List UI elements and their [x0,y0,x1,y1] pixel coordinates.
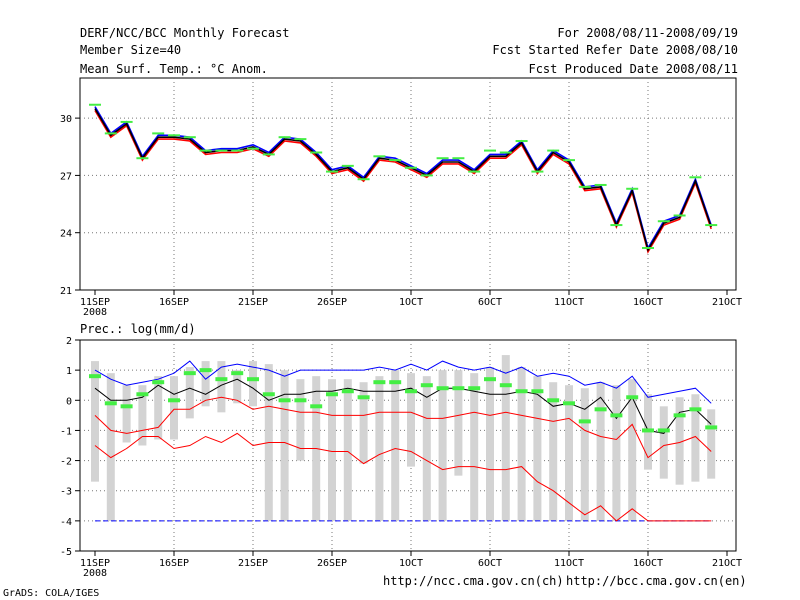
y-tick-label: 21 [60,286,72,297]
spread-bar [280,370,289,521]
x-tick-label: 21SEP [238,297,268,308]
spread-bar [217,361,226,413]
spread-bar [580,388,589,521]
x-tick-label: 6OCT [478,558,502,569]
grads-credit: GrADS: COLA/IGES [3,588,100,599]
spread-bar [328,379,336,521]
bcc-url[interactable]: http://bcc.cma.gov.cn(en) [566,574,747,588]
spread-bar [659,406,668,479]
y-tick-label: 24 [60,229,72,240]
ncc-url[interactable]: http://ncc.cma.gov.cn(ch) [383,574,564,588]
y-tick-label: -1 [60,426,72,437]
x-year-label: 2008 [83,568,107,579]
spread-bar [375,376,384,521]
x-tick-label: 26SEP [317,297,347,308]
x-tick-label: 11SEP [80,297,110,308]
spread-bar [106,373,115,521]
spread-bar [628,379,637,521]
temperature-panel: 11SEP 16SEP 21SEP 26SEP 1OCT 6OCT 11OCT 16OCT 21… [60,77,742,318]
spread-bar [612,385,621,521]
forecast-period: For 2008/08/11-2008/09/19 [557,26,738,40]
x-tick-label: 21SEP [238,558,268,569]
spread-bar [154,376,163,440]
member-size: Member Size=40 [80,43,182,57]
y-tick-label: -3 [60,487,72,498]
spread-bar [675,397,684,485]
x-year-label: 2008 [83,307,107,318]
temp-member-min-line [94,110,712,254]
spread-bar [233,370,242,404]
spread-bar [343,379,352,521]
spread-bar [296,379,305,461]
x-tick-label: 26SEP [317,558,347,569]
x-tick-label: 21OCT [712,297,742,308]
spread-bar [470,373,479,521]
x-tick-label: 16SEP [159,558,189,569]
precip-ensemble-mean-line [94,378,712,434]
spread-bar [549,382,558,521]
temp-member-max-line [94,106,712,251]
x-tick-label: 1OCT [399,558,423,569]
x-tick-label: 21OCT [712,558,742,569]
spread-bar [391,370,400,521]
spread-bar [359,382,368,464]
precip-panel-title: Prec.: log(mm/d) [80,322,196,336]
spread-bar [438,370,447,521]
spread-bar [170,376,178,440]
spread-bar [486,367,494,521]
y-tick-label: 0 [66,396,72,407]
y-tick-label: -4 [60,517,72,528]
spread-bar [565,385,573,521]
plot-frame [79,339,737,552]
variable-label: Mean Surf. Temp.: °C Anom. [80,62,268,76]
spread-bar [91,361,99,482]
spread-bar [454,370,463,476]
temp-ensemble-mean-line [94,108,712,252]
spread-bar [249,361,257,407]
spread-bar [422,376,431,521]
chart-title: DERF/NCC/BCC Monthly Forecast [80,26,290,40]
y-tick-label: -5 [60,547,72,558]
precip-member-min-upper-line [94,396,712,459]
x-tick-label: 16SEP [159,297,189,308]
precip-member-max-line [94,360,712,404]
forecast-produced-date: Fcst Produced Date 2008/08/11 [528,62,738,76]
spread-bar [501,355,510,521]
y-tick-label: 30 [60,114,72,125]
spread-bar [517,367,526,521]
spread-bar [596,382,605,521]
x-tick-label: 11OCT [554,297,584,308]
y-tick-label: -2 [60,457,72,468]
spread-bar [138,385,147,446]
spread-bar [185,367,194,419]
precip-member-min-lower-line [94,432,712,522]
spread-bar [707,409,716,479]
spread-bar [407,373,415,467]
y-tick-label: 27 [60,171,72,182]
x-tick-label: 16OCT [633,297,663,308]
forecast-started-date: Fcst Started Refer Date 2008/08/10 [492,43,738,57]
spread-bar [533,376,542,521]
precipitation-panel: 11SEP 16SEP 21SEP 26SEP 1OCT 6OCT 11OCT 16OCT 21… [60,336,742,579]
x-tick-label: 11OCT [554,558,584,569]
y-tick-label: 1 [66,366,72,377]
spread-bar [201,361,210,407]
x-tick-label: 11SEP [80,558,110,569]
spread-bar [691,394,700,482]
y-tick-label: 2 [66,336,72,347]
x-tick-label: 16OCT [633,558,663,569]
plot-frame [79,77,737,291]
x-tick-label: 1OCT [399,297,423,308]
spread-bar [122,385,131,443]
x-tick-label: 6OCT [478,297,502,308]
